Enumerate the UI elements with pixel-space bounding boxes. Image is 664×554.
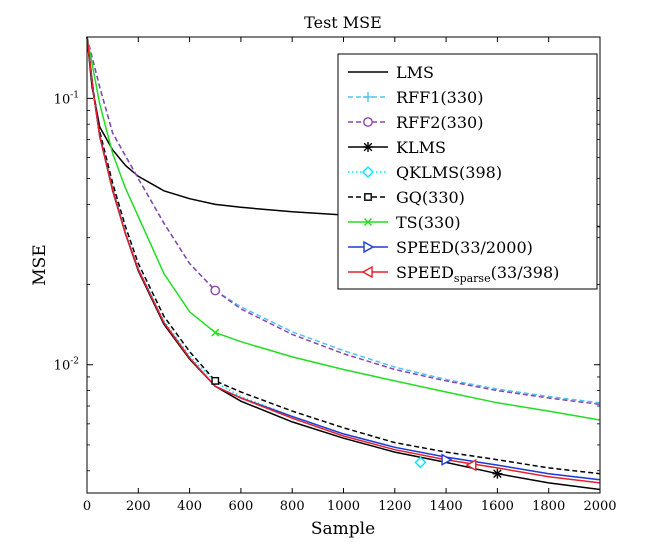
series-line-gq-330: [86, 36, 601, 475]
curve-marker-qklms-398: [414, 456, 427, 469]
legend-label: RFF2(330): [396, 113, 483, 132]
x-tick-label: 800: [280, 499, 305, 514]
x-tick-label: 1200: [378, 499, 411, 514]
y-tick-label: 10-2: [54, 357, 79, 374]
curve-marker-klms: [492, 468, 503, 479]
legend: LMS RFF1(330) RFF2(330) KLMS QKLMS(398) GQ(33…: [337, 53, 598, 290]
x-tick-label: 2000: [583, 499, 616, 514]
legend-label: TS(330): [396, 213, 461, 232]
legend-marker-speed-33-2000: [363, 240, 375, 254]
curve-marker-gq-330: [211, 376, 220, 385]
legend-marker-gq-330: [364, 193, 372, 201]
x-tick-label: 400: [177, 499, 202, 514]
chart-title: Test MSE: [304, 13, 382, 32]
y-axis-label: MSE: [30, 244, 50, 285]
marker-layer: [210, 285, 503, 479]
x-tick-label: 600: [228, 499, 253, 514]
legend-entry-speed-33-2000: SPEED(33/2000): [348, 238, 533, 257]
legend-label: LMS: [396, 63, 434, 82]
legend-marker-rff1-330: [363, 92, 373, 102]
curve-marker-speed-sparse-33-398: [465, 458, 477, 472]
legend-entry-qklms-398: QKLMS(398): [348, 163, 502, 182]
x-tick-label: 1000: [327, 499, 360, 514]
x-axis-label: Sample: [311, 519, 375, 539]
legend-entry-rff2-330: RFF2(330): [348, 113, 483, 132]
curve-marker-rff2-330: [210, 285, 221, 296]
tick-layer: 0 200 400 600 800 1000 1200 1400 1600 1800 2000 10-…: [54, 37, 617, 514]
series-line-speed-sparse-33-398: [86, 36, 601, 484]
legend-entry-speed-sparse-33-398: SPEEDsparse(33/398): [348, 263, 559, 285]
legend-marker-ts-330: [364, 218, 372, 226]
x-tick-label: 0: [83, 499, 91, 514]
x-tick-label: 1400: [430, 499, 463, 514]
legend-label: RFF1(330): [396, 88, 483, 107]
plot-frame: [86, 36, 601, 494]
legend-entry-klms: KLMS: [348, 138, 446, 157]
x-tick-label: 200: [126, 499, 151, 514]
legend-entry-ts-330: TS(330): [348, 213, 461, 232]
legend-label: SPEEDsparse(33/398): [396, 263, 559, 285]
y-tick-label: 10-1: [54, 90, 79, 107]
curve-marker-ts-330: [211, 328, 220, 337]
curve-marker-speed-33-2000: [441, 453, 453, 466]
legend-marker-qklms-398: [362, 166, 374, 178]
series-line-rff2-330: [86, 36, 601, 406]
x-tick-label: 1600: [481, 499, 514, 514]
legend-marker-klms: [363, 142, 373, 152]
legend-entry-gq-330: GQ(330): [348, 188, 465, 207]
legend-label: SPEED(33/2000): [396, 238, 533, 257]
legend-entry-rff1-330: RFF1(330): [348, 88, 483, 107]
legend-label: KLMS: [396, 138, 446, 157]
series-line-ts-330: [86, 36, 601, 421]
legend-marker-rff2-330: [363, 117, 373, 127]
legend-label: GQ(330): [396, 188, 465, 207]
x-tick-label: 1800: [532, 499, 565, 514]
legend-entry-lms: LMS: [348, 63, 434, 82]
legend-label: QKLMS(398): [396, 163, 502, 182]
legend-marker-speed-sparse-33-398: [361, 265, 373, 279]
